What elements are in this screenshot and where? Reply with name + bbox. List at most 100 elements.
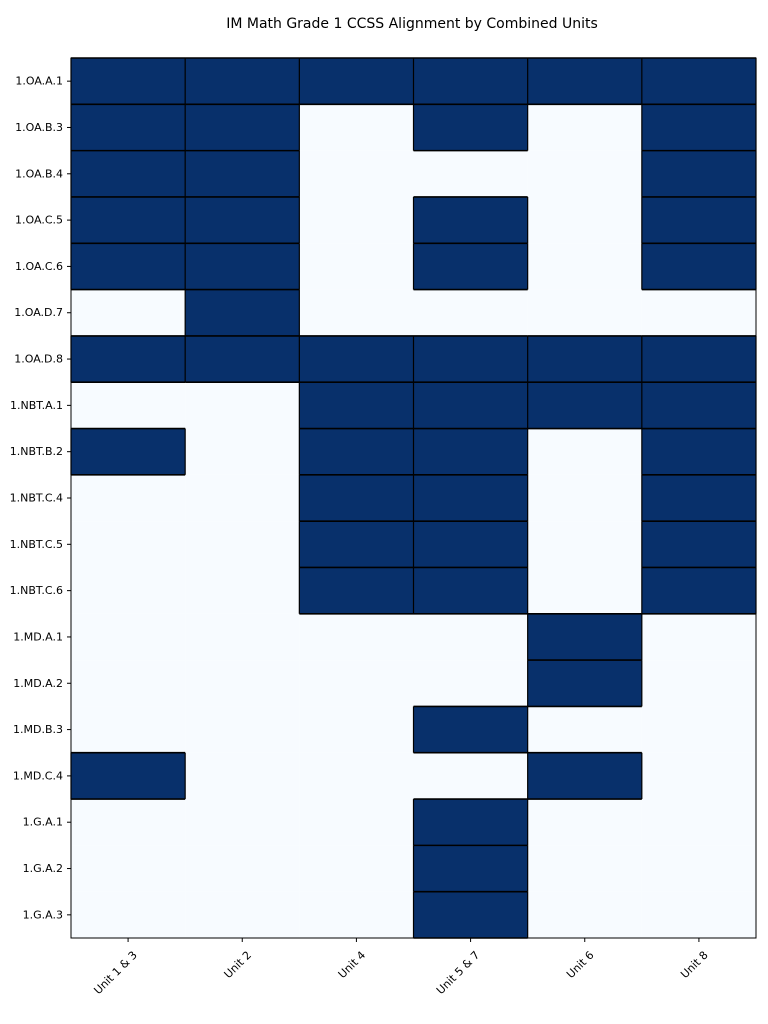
heatmap-cell bbox=[641, 196, 756, 244]
y-tick-label: 1.OA.C.5 bbox=[15, 214, 63, 227]
heatmap-cell bbox=[413, 243, 528, 290]
heatmap-cell bbox=[185, 845, 300, 892]
x-tick-label: Unit 1 & 3 bbox=[91, 949, 139, 997]
heatmap-cell bbox=[71, 613, 186, 661]
heatmap-cell bbox=[641, 799, 756, 846]
heatmap-cell bbox=[71, 706, 186, 753]
heatmap-cell bbox=[641, 335, 756, 383]
y-axis-ticks: 1.OA.A.1 1.OA.B.3 1.OA.B.4 1.OA.C.5 1.OA.C.6… bbox=[10, 75, 71, 921]
y-tick-label: 1.MD.A.2 bbox=[13, 677, 63, 690]
heatmap-cell bbox=[185, 613, 300, 661]
y-tick-label: 1.NBT.A.1 bbox=[10, 399, 63, 412]
heatmap-cell bbox=[413, 335, 528, 383]
heatmap-cell bbox=[641, 891, 756, 938]
heatmap-cell bbox=[185, 567, 300, 614]
y-tick-label: 1.OA.A.1 bbox=[15, 75, 63, 88]
heatmap-cell bbox=[527, 382, 642, 429]
heatmap-cells bbox=[70, 57, 757, 939]
heatmap-cell bbox=[185, 335, 300, 383]
heatmap-cell bbox=[527, 799, 642, 846]
heatmap-cell bbox=[527, 196, 642, 244]
heatmap-cell bbox=[299, 58, 414, 105]
heatmap-cell bbox=[413, 752, 528, 800]
y-tick-label: 1.MD.C.4 bbox=[13, 769, 63, 782]
y-tick-label: 1.MD.A.1 bbox=[13, 630, 63, 643]
y-tick-label: 1.MD.B.3 bbox=[13, 723, 63, 736]
heatmap-cell bbox=[413, 845, 528, 892]
chart-title: IM Math Grade 1 CCSS Alignment by Combin… bbox=[226, 16, 598, 32]
heatmap-cell bbox=[641, 289, 756, 336]
heatmap-cell bbox=[527, 567, 642, 614]
heatmap-cell bbox=[527, 104, 642, 151]
heatmap-cell bbox=[185, 799, 300, 846]
heatmap-cell bbox=[413, 196, 528, 244]
heatmap-cell bbox=[413, 104, 528, 151]
heatmap-cell bbox=[527, 613, 642, 661]
heatmap-cell bbox=[299, 706, 414, 753]
y-tick-label: 1.OA.B.4 bbox=[15, 167, 63, 180]
heatmap-cell bbox=[185, 428, 300, 475]
heatmap-cell bbox=[185, 382, 300, 429]
y-tick-label: 1.NBT.C.5 bbox=[10, 538, 63, 551]
heatmap-cell bbox=[641, 474, 756, 522]
y-tick-label: 1.NBT.B.2 bbox=[10, 445, 63, 458]
heatmap-cell bbox=[71, 150, 186, 197]
heatmap-cell bbox=[527, 150, 642, 197]
heatmap-cell bbox=[71, 104, 186, 151]
heatmap-cell bbox=[641, 150, 756, 197]
heatmap-cell bbox=[71, 891, 186, 938]
heatmap-cell bbox=[185, 150, 300, 197]
heatmap-cell bbox=[71, 289, 186, 336]
heatmap-cell bbox=[413, 58, 528, 105]
heatmap-cell bbox=[641, 428, 756, 475]
heatmap-cell bbox=[413, 382, 528, 429]
heatmap-cell bbox=[299, 289, 414, 336]
heatmap-cell bbox=[185, 752, 300, 800]
heatmap-cell bbox=[527, 521, 642, 568]
heatmap-cell bbox=[71, 845, 186, 892]
y-tick-label: 1.G.A.1 bbox=[23, 816, 63, 829]
heatmap-cell bbox=[413, 150, 528, 197]
x-tick-label: Unit 8 bbox=[678, 949, 710, 981]
heatmap-cell bbox=[641, 567, 756, 614]
heatmap-cell bbox=[299, 382, 414, 429]
heatmap-cell bbox=[71, 752, 186, 800]
heatmap-cell bbox=[185, 474, 300, 522]
heatmap-cell bbox=[299, 428, 414, 475]
heatmap-cell bbox=[641, 845, 756, 892]
heatmap-cell bbox=[299, 150, 414, 197]
heatmap-cell bbox=[527, 891, 642, 938]
heatmap-cell bbox=[527, 289, 642, 336]
heatmap-cell bbox=[527, 58, 642, 105]
heatmap-cell bbox=[299, 243, 414, 290]
heatmap-cell bbox=[413, 706, 528, 753]
x-tick-label: Unit 2 bbox=[222, 949, 254, 981]
heatmap-cell bbox=[185, 243, 300, 290]
heatmap-cell bbox=[641, 752, 756, 800]
heatmap-cell bbox=[299, 474, 414, 522]
heatmap-cell bbox=[527, 243, 642, 290]
heatmap-cell bbox=[641, 521, 756, 568]
heatmap-cell bbox=[299, 335, 414, 383]
y-tick-label: 1.NBT.C.4 bbox=[10, 492, 63, 505]
heatmap-cell bbox=[299, 660, 414, 707]
y-tick-label: 1.OA.B.3 bbox=[15, 121, 63, 134]
heatmap-cell bbox=[185, 660, 300, 707]
heatmap-cell bbox=[641, 660, 756, 707]
x-tick-label: Unit 4 bbox=[336, 949, 368, 981]
heatmap-cell bbox=[527, 845, 642, 892]
heatmap-cell bbox=[71, 567, 186, 614]
heatmap-cell bbox=[71, 660, 186, 707]
y-tick-label: 1.OA.C.6 bbox=[15, 260, 63, 273]
heatmap-cell bbox=[641, 382, 756, 429]
y-tick-label: 1.OA.D.8 bbox=[14, 353, 63, 366]
heatmap-cell bbox=[71, 382, 186, 429]
heatmap-cell bbox=[299, 521, 414, 568]
x-tick-label: Unit 6 bbox=[564, 949, 596, 981]
heatmap-cell bbox=[185, 104, 300, 151]
heatmap-cell bbox=[185, 196, 300, 244]
heatmap-cell bbox=[527, 428, 642, 475]
heatmap-cell bbox=[299, 752, 414, 800]
y-tick-label: 1.G.A.3 bbox=[23, 908, 63, 921]
